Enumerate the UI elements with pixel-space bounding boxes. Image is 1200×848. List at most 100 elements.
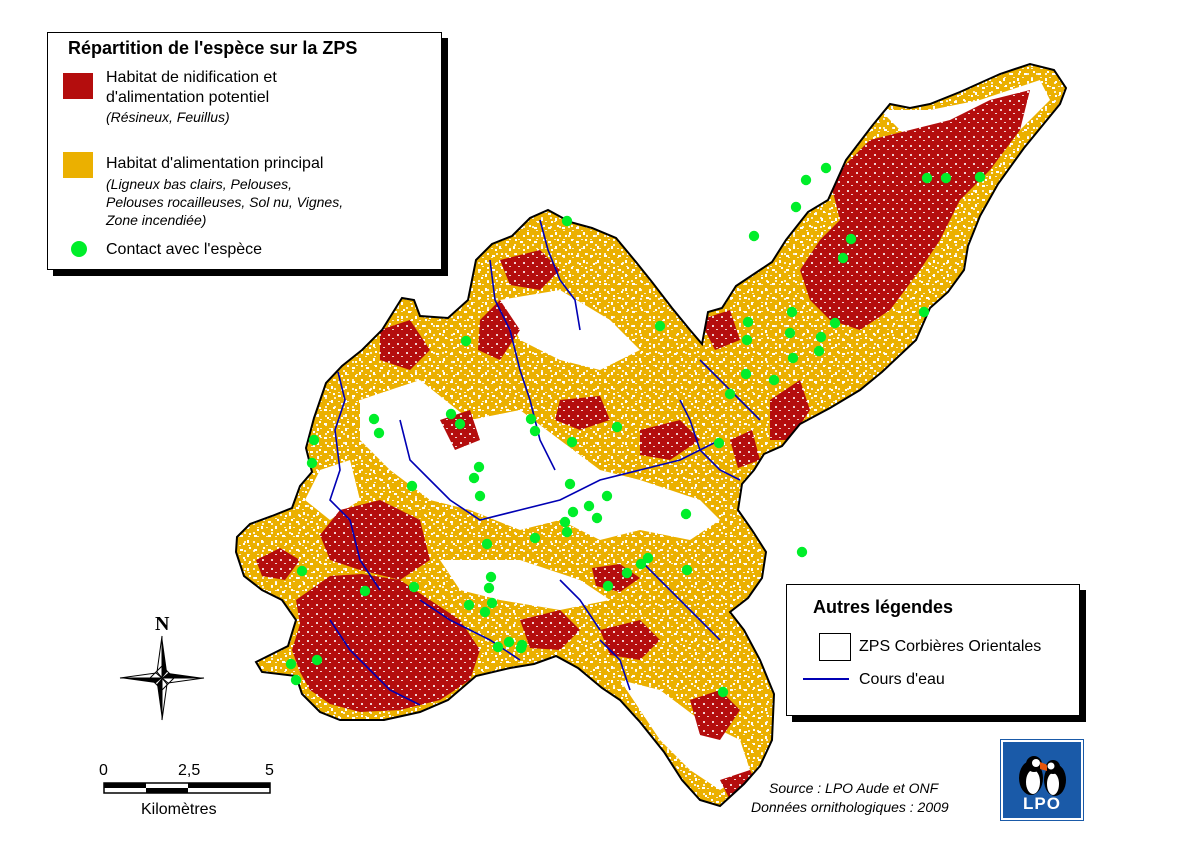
zps-boundary <box>234 62 1068 808</box>
river <box>419 599 521 661</box>
contact-point <box>790 201 802 213</box>
scale-tick-0: 0 <box>99 762 108 779</box>
puffin-icon <box>1019 756 1066 796</box>
contact-point <box>473 461 485 473</box>
contact-point <box>591 512 603 524</box>
contact-point <box>486 597 498 609</box>
contact-point <box>479 606 491 618</box>
contact-point <box>621 567 633 579</box>
contact-point <box>368 413 380 425</box>
feeding-habitat-label: Habitat d'alimentation principal <box>106 155 324 172</box>
contact-point <box>561 526 573 538</box>
contact-point <box>741 334 753 346</box>
river <box>559 579 601 631</box>
contact-point <box>468 472 480 484</box>
contact-point <box>529 425 541 437</box>
north-arrow <box>119 635 205 721</box>
feeding-habitat-note-1: (Ligneux bas clairs, Pelouses, <box>106 176 292 192</box>
river <box>679 399 741 481</box>
contact-point <box>525 413 537 425</box>
river-label: Cours d'eau <box>859 671 945 688</box>
contact-point <box>406 480 418 492</box>
river <box>329 619 421 706</box>
logo-text: LPO <box>1023 794 1061 813</box>
contact-point <box>561 215 573 227</box>
river <box>489 259 556 471</box>
contact-point <box>566 436 578 448</box>
source-line-1: Source : LPO Aude et ONF <box>769 780 939 796</box>
contact-point <box>601 490 613 502</box>
legend-other-title: Autres légendes <box>813 597 954 617</box>
contact-point <box>463 599 475 611</box>
contact-point <box>308 434 320 446</box>
contact-point <box>815 331 827 343</box>
contact-point <box>485 571 497 583</box>
contact-point <box>492 641 504 653</box>
scale-tick-5: 5 <box>265 762 274 779</box>
contact-label: Contact avec l'espèce <box>106 241 263 258</box>
contact-point <box>408 581 420 593</box>
contact-point <box>740 368 752 380</box>
river-line-symbol <box>803 678 849 680</box>
contact-point <box>787 352 799 364</box>
contact-point <box>786 306 798 318</box>
contact-point <box>445 408 457 420</box>
contact-point <box>748 230 760 242</box>
contact-point <box>296 565 308 577</box>
contact-point <box>602 580 614 592</box>
rivers <box>329 219 761 706</box>
contact-point <box>285 658 297 670</box>
contact-point <box>311 654 323 666</box>
contact-point <box>784 327 796 339</box>
nesting-habitat-swatch <box>63 73 93 99</box>
contact-point <box>724 388 736 400</box>
contact-point <box>306 457 318 469</box>
legend-species-distribution: Répartition de l'espèce sur la ZPS Habit… <box>47 32 442 270</box>
contact-point <box>529 532 541 544</box>
contact-point <box>940 172 952 184</box>
contact-point <box>290 674 302 686</box>
river <box>639 559 721 641</box>
nesting-habitat-label-2: d'alimentation potentiel <box>106 89 270 106</box>
river <box>599 639 631 691</box>
contact-point <box>373 427 385 439</box>
north-label: N <box>155 613 170 635</box>
contact-symbol <box>71 241 87 257</box>
contact-point <box>564 478 576 490</box>
legend-title: Répartition de l'espèce sur la ZPS <box>68 38 358 58</box>
contact-point <box>713 437 725 449</box>
contact-point <box>654 320 666 332</box>
zps-swatch <box>819 633 851 661</box>
contact-point <box>829 317 841 329</box>
contact-point <box>974 171 986 183</box>
legend-other: Autres légendes ZPS Corbières Orientales… <box>786 584 1080 716</box>
lpo-logo: LPO <box>1000 739 1084 821</box>
contact-point <box>611 421 623 433</box>
contact-point <box>642 552 654 564</box>
contact-point <box>559 516 571 528</box>
contact-point <box>681 564 693 576</box>
scale-tick-2-5: 2,5 <box>178 762 201 779</box>
contact-point <box>481 538 493 550</box>
feeding-habitat-swatch <box>63 152 93 178</box>
contact-point <box>796 546 808 558</box>
contact-points <box>285 162 986 698</box>
river <box>399 419 721 521</box>
contact-point <box>820 162 832 174</box>
contact-point <box>567 506 579 518</box>
nesting-habitat-label-1: Habitat de nidification et <box>106 69 277 86</box>
contact-point <box>483 582 495 594</box>
feeding-habitat-note-2: Pelouses rocailleuses, Sol nu, Vignes, <box>106 194 344 210</box>
contact-point <box>813 345 825 357</box>
contact-point <box>742 316 754 328</box>
contact-point <box>503 636 515 648</box>
river <box>329 371 381 591</box>
contact-point <box>837 252 849 264</box>
contact-point <box>635 558 647 570</box>
river <box>539 219 581 331</box>
contact-point <box>918 306 930 318</box>
feeding-habitat-note-3: Zone incendiée) <box>106 212 207 228</box>
contact-point <box>583 500 595 512</box>
contact-point <box>460 335 472 347</box>
contact-point <box>454 418 466 430</box>
